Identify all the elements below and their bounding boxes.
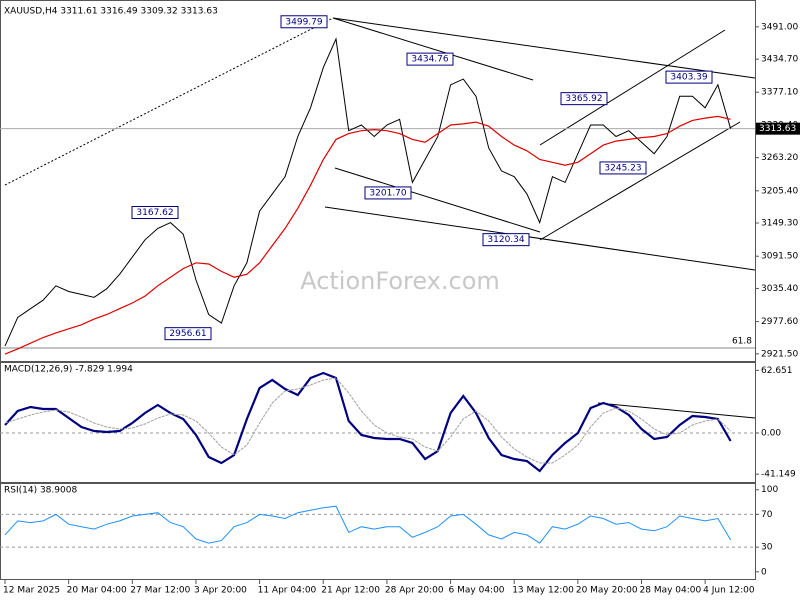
trend-line: [597, 402, 756, 419]
series-line: [4, 377, 731, 464]
trend-line: [334, 167, 541, 233]
annotation-box: [406, 52, 454, 66]
y-tick-label: 3263.20: [761, 153, 798, 163]
x-tick-label: 28 Apr 20:00: [385, 586, 444, 596]
y-tick-label: 3377.10: [761, 88, 798, 98]
chart-title: XAUUSD,H4 3311.61 3316.49 3309.32 3313.6…: [4, 7, 218, 17]
annotation-box: [482, 233, 530, 247]
series-line: [4, 505, 732, 544]
y-tick-label: 0: [761, 567, 767, 577]
x-tick-label: 11 Apr 04:00: [258, 586, 317, 596]
annotation-label: 3365.92: [565, 94, 602, 104]
current-price-box: [756, 122, 800, 135]
annotation-box: [164, 327, 212, 341]
annotation-label: 3434.76: [411, 55, 448, 65]
series-line: [4, 371, 732, 473]
y-tick-label: 2977.60: [761, 317, 798, 327]
y-tick-label: 3205.40: [761, 186, 798, 196]
series-line: [4, 115, 731, 355]
fib-label: 61.8: [732, 337, 752, 347]
y-tick-label: 0.00: [761, 429, 781, 439]
annotation-box: [280, 15, 328, 29]
y-tick-label: 3491.00: [761, 22, 798, 32]
current-price-label: 3313.63: [759, 124, 796, 134]
y-tick-label: 3434.70: [761, 55, 798, 65]
x-tick-label: 28 May 04:00: [640, 586, 702, 596]
annotation-label: 2956.61: [169, 329, 206, 339]
y-tick-label: 2921.50: [761, 349, 798, 359]
annotation-label: 3201.70: [369, 188, 406, 198]
y-tick-label: 3035.40: [761, 284, 798, 294]
y-tick-label: -41.149: [761, 470, 796, 480]
x-tick-label: 20 Mar 04:00: [67, 586, 127, 596]
y-tick-label: 30: [761, 543, 773, 553]
panel-title: RSI(14) 38.9008: [4, 486, 77, 496]
y-tick-label: 70: [761, 510, 773, 520]
x-tick-label: 4 Jun 12:00: [703, 586, 755, 596]
y-tick-label: 3149.30: [761, 219, 798, 229]
annotation-box: [599, 161, 647, 175]
watermark: ActionForex.com: [300, 267, 500, 295]
annotation-label: 3499.79: [285, 17, 322, 27]
annotation-box: [665, 70, 713, 84]
annotation-label: 3120.34: [487, 235, 524, 245]
x-tick-label: 27 Mar 12:00: [130, 586, 190, 596]
panel-title: MACD(12,26,9) -7.829 1.994: [4, 365, 133, 375]
x-tick-label: 12 Mar 2025: [3, 586, 60, 596]
annotation-label: 3403.39: [670, 73, 707, 83]
trend-line: [324, 206, 756, 271]
trend-line: [332, 17, 756, 79]
x-tick-label: 20 May 20:00: [576, 586, 638, 596]
annotation-label: 3167.62: [136, 208, 173, 218]
y-tick-label: 62.651: [761, 366, 793, 376]
x-tick-label: 6 May 04:00: [449, 586, 505, 596]
trend-line: [332, 17, 534, 81]
trend-line: [539, 29, 726, 146]
x-tick-label: 21 Apr 12:00: [321, 586, 380, 596]
y-tick-label: 100: [761, 485, 778, 495]
annotation-label: 3245.23: [604, 163, 641, 173]
x-tick-label: 13 May 12:00: [512, 586, 574, 596]
x-tick-label: 3 Apr 20:00: [194, 586, 247, 596]
y-tick-label: 3091.50: [761, 252, 798, 262]
trend-line: [4, 17, 334, 186]
annotation-box: [131, 206, 179, 220]
trend-line: [539, 121, 741, 241]
annotation-box: [560, 92, 608, 106]
annotation-box: [364, 186, 412, 200]
